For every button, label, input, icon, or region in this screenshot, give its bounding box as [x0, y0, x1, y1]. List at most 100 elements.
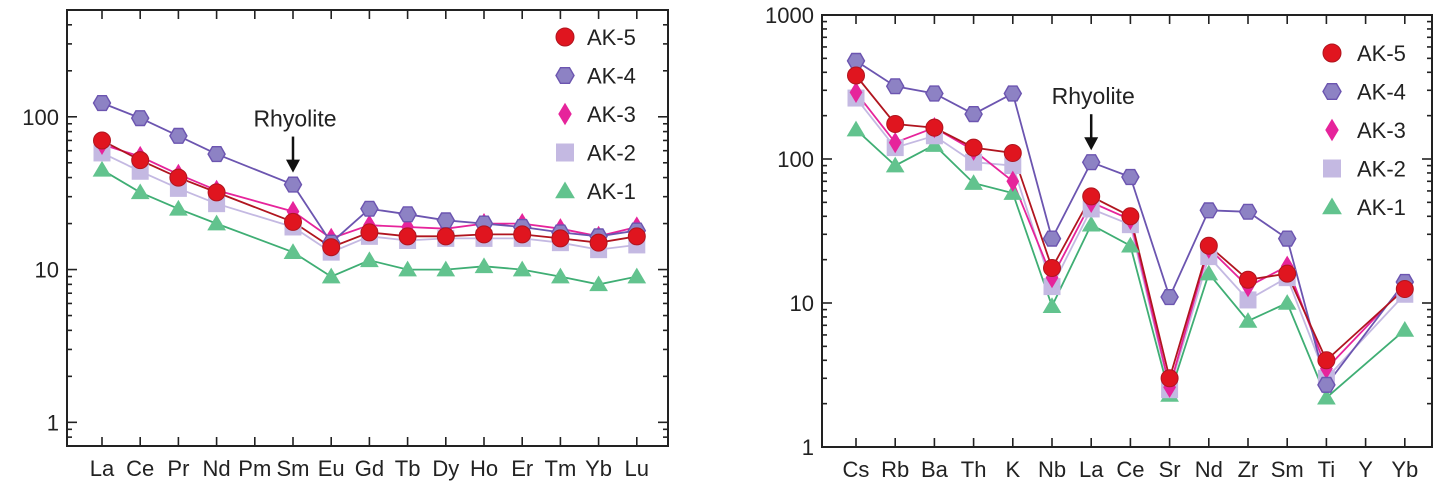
- legend-label-ak-5: AK-5: [1357, 41, 1406, 66]
- point-ak-5-gd: [360, 223, 379, 242]
- x-tick-label-ce: Ce: [1116, 457, 1144, 482]
- point-ak-5-pr: [169, 168, 188, 187]
- point-ak-4-ce: [1121, 168, 1140, 186]
- legend-label-ak-1: AK-1: [587, 179, 636, 204]
- point-ak-5-k: [1003, 144, 1022, 163]
- chart-panel-2: 1 10 100 1000 Cs Rb Ba Th K Nb La Ce Sr Nd Zr Sm Ti Y Yb Rh…: [765, 3, 1433, 482]
- y-tick-label: 1000: [765, 3, 814, 28]
- point-ak-1-lu: [627, 267, 647, 284]
- point-ak-4-k: [1003, 85, 1023, 102]
- point-ak-4-gd: [360, 200, 379, 217]
- annotation-label: Rhyolite: [253, 106, 336, 132]
- point-ak-4-nb: [1042, 230, 1062, 247]
- x-tick-label-cs: Cs: [843, 457, 870, 482]
- point-ak-5-rb: [886, 115, 905, 134]
- point-ak-5-yb: [589, 233, 608, 252]
- point-ak-1-nd: [1199, 264, 1219, 281]
- x-tick-label-sm: Sm: [277, 456, 310, 481]
- point-ak-5-sr: [1160, 369, 1179, 388]
- legend-marker-ak-1: [555, 181, 575, 199]
- plot-frame: [66, 9, 669, 447]
- point-ak-2-k: [1004, 157, 1022, 175]
- legend-marker-ak-5: [555, 27, 575, 47]
- point-ak-5-eu: [322, 238, 341, 257]
- y-tick-label: 1: [47, 410, 59, 435]
- x-tick-label-zr: Zr: [1238, 457, 1259, 482]
- point-ak-1-cs: [846, 120, 866, 137]
- point-ak-4-ce: [130, 110, 150, 127]
- x-tick-label-ho: Ho: [470, 456, 498, 481]
- point-ak-4-rb: [885, 78, 905, 95]
- point-ak-4-tb: [398, 206, 417, 223]
- x-tick-label-ba: Ba: [921, 457, 949, 482]
- x-tick-label-ce: Ce: [126, 456, 154, 481]
- point-ak-5-la: [1082, 187, 1101, 206]
- point-ak-1-dy: [436, 260, 456, 277]
- point-ak-4-ba: [925, 85, 944, 102]
- point-ak-4-pr: [169, 127, 188, 144]
- y-tick-label: 10: [790, 291, 814, 316]
- legend-marker-ak-1: [1322, 197, 1342, 215]
- point-ak-5-lu: [627, 227, 646, 246]
- y-tick-label: 100: [777, 147, 814, 172]
- point-ak-3-k: [1006, 170, 1020, 192]
- x-tick-label-yb: Yb: [1391, 457, 1418, 482]
- x-tick-label-nd: Nd: [203, 456, 231, 481]
- point-ak-5-nb: [1043, 259, 1061, 278]
- legend-marker-ak-3: [1325, 118, 1339, 142]
- annotation-arrow-head: [1084, 137, 1099, 151]
- annotation-arrow-head: [286, 159, 300, 173]
- point-ak-3-rb: [888, 131, 902, 154]
- point-ak-1-zr: [1238, 312, 1258, 328]
- point-ak-4-nd: [1199, 202, 1219, 219]
- annotation-label: Rhyolite: [1052, 83, 1135, 109]
- x-tick-label-nb: Nb: [1038, 457, 1066, 482]
- x-tick-label-pr: Pr: [167, 456, 189, 481]
- point-ak-4-dy: [436, 212, 456, 229]
- x-tick-label-y: Y: [1358, 457, 1373, 482]
- point-ak-1-ce: [1121, 236, 1140, 253]
- point-ak-5-la: [93, 131, 111, 150]
- point-ak-5-ce: [131, 151, 150, 170]
- point-ak-4-sr: [1160, 289, 1179, 306]
- point-ak-5-cs: [847, 66, 865, 85]
- point-ak-1-nb: [1042, 297, 1062, 314]
- point-ak-5-ba: [925, 118, 944, 137]
- x-tick-label-la: La: [1079, 457, 1104, 482]
- point-ak-1-sm: [283, 243, 303, 259]
- legend-marker-ak-5: [1322, 43, 1342, 63]
- x-tick-label-la: La: [90, 456, 115, 481]
- x-tick-label-yb: Yb: [585, 456, 612, 481]
- legend-marker-ak-2: [556, 143, 574, 162]
- legend-label-ak-1: AK-1: [1357, 195, 1406, 220]
- x-tick-label-lu: Lu: [625, 456, 649, 481]
- point-ak-1-rb: [885, 156, 905, 173]
- point-ak-5-sm: [284, 212, 302, 231]
- point-ak-1-eu: [321, 267, 341, 284]
- point-ak-1-la: [1081, 215, 1101, 232]
- y-tick-label: 100: [22, 105, 59, 130]
- point-ak-1-tb: [398, 260, 417, 277]
- point-ak-5-nd: [1199, 236, 1218, 255]
- legend-label-ak-4: AK-4: [1357, 80, 1406, 105]
- x-tick-label-sr: Sr: [1159, 457, 1181, 482]
- point-ak-5-th: [964, 138, 983, 157]
- point-ak-5-zr: [1239, 270, 1257, 289]
- point-ak-4-ti: [1317, 376, 1336, 393]
- legend-label-ak-3: AK-3: [587, 102, 636, 127]
- point-ak-1-ce: [130, 183, 150, 200]
- point-ak-1-yb: [1395, 321, 1415, 337]
- x-tick-label-th: Th: [961, 457, 987, 482]
- legend-label-ak-2: AK-2: [1357, 157, 1406, 182]
- point-ak-5-er: [513, 225, 532, 244]
- plot-frame: [821, 14, 1433, 448]
- point-ak-1-la: [92, 160, 112, 177]
- x-tick-label-k: K: [1005, 457, 1020, 482]
- point-ak-1-sm: [1277, 294, 1297, 310]
- legend-label-ak-3: AK-3: [1357, 118, 1406, 143]
- legend-label-ak-5: AK-5: [587, 25, 636, 50]
- x-tick-label-pm: Pm: [238, 456, 271, 481]
- legend-label-ak-2: AK-2: [587, 141, 636, 166]
- point-ak-4-nd: [207, 145, 226, 163]
